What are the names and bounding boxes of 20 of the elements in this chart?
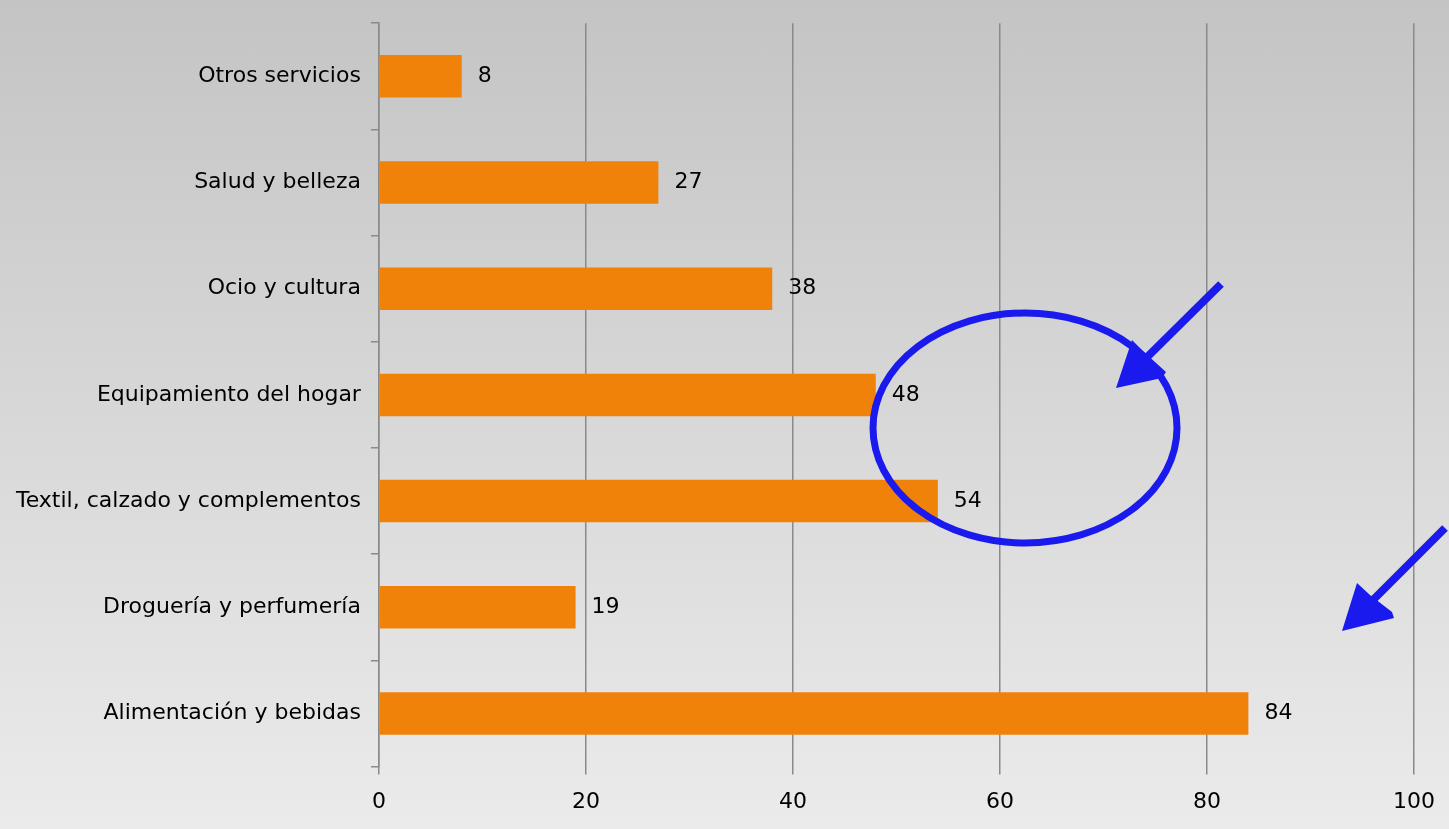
data-label: 8 (477, 62, 492, 88)
data-label: 84 (1264, 699, 1293, 725)
x-tick-label: 40 (778, 787, 807, 813)
y-tick-label: Otros servicios (198, 62, 361, 88)
data-label: 27 (674, 168, 703, 194)
x-tick-label: 80 (1192, 787, 1221, 813)
data-label: 38 (788, 274, 817, 300)
y-tick-label: Droguería y perfumería (103, 593, 361, 619)
y-tick-label: Ocio y cultura (207, 274, 361, 300)
y-tick-label: Salud y belleza (194, 168, 361, 194)
y-tick-label: Textil, calzado y complementos (14, 486, 361, 512)
y-tick-label: Equipamiento del hogar (96, 380, 362, 406)
data-label: 48 (891, 380, 920, 406)
data-label: 19 (591, 593, 620, 619)
data-label: 54 (953, 486, 982, 512)
x-tick-label: 100 (1393, 787, 1435, 813)
x-tick-label: 20 (571, 787, 600, 813)
x-tick-label: 60 (985, 787, 1014, 813)
x-tick-label: 0 (371, 787, 386, 813)
y-tick-label: Alimentación y bebidas (103, 699, 361, 725)
